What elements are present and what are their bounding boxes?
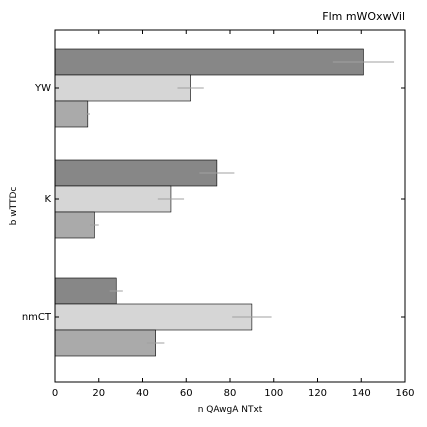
y-tick-label: nmCT (22, 312, 52, 323)
y-tick-label: YW (34, 83, 51, 94)
bar (54, 277, 117, 305)
x-axis-title: n QAwgA NTxt (198, 405, 263, 415)
bar (54, 211, 95, 239)
x-tick-label: 80 (224, 388, 237, 399)
x-tick-label: 100 (264, 388, 283, 399)
bar (54, 100, 89, 128)
bar (54, 303, 253, 331)
x-tick-label: 60 (180, 388, 193, 399)
bar (54, 159, 218, 187)
error-bars-group (85, 61, 395, 344)
bar (54, 48, 364, 76)
x-tick-label: 160 (395, 388, 414, 399)
x-tick-label: 0 (52, 388, 58, 399)
bars-group (54, 48, 364, 357)
y-axis-ticks: nmCT K YW (22, 83, 405, 323)
chart-title: Flm mWOxwVil (322, 10, 405, 23)
x-tick-label: 120 (308, 388, 327, 399)
x-tick-label: 140 (352, 388, 371, 399)
x-tick-label: 20 (92, 388, 105, 399)
bar (54, 74, 191, 102)
bar (54, 329, 156, 357)
x-tick-label: 40 (136, 388, 149, 399)
bar (54, 185, 172, 213)
x-axis-ticks: 0 20 40 60 80 100 120 140 160 (52, 30, 415, 399)
y-axis-title: b wTTDc (9, 187, 19, 226)
y-tick-label: K (44, 194, 51, 205)
